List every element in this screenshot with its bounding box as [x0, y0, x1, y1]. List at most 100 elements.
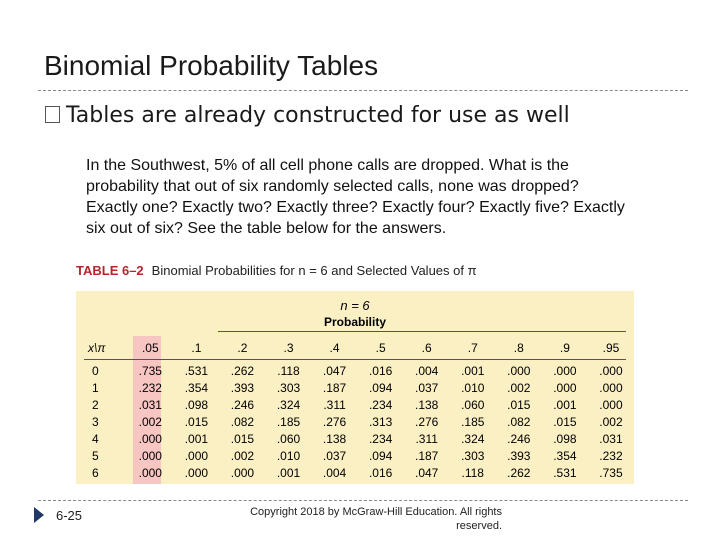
table-cell: .232	[138, 380, 162, 395]
row-x-value: 2	[92, 397, 99, 412]
page-marker-icon	[34, 507, 44, 523]
table-cell: .082	[230, 414, 255, 429]
table-cell: .082	[507, 414, 531, 429]
table-cell: .015	[184, 414, 209, 429]
table-cell: .047	[322, 363, 347, 378]
table-body: 0 .735 .531 .262 .118 .047 .016 .004 .001 .000 .00…	[84, 358, 634, 481]
header-rule	[218, 331, 626, 332]
table-cell: .234	[368, 397, 393, 412]
table-cell: .015	[553, 414, 577, 429]
probability-label: Probability	[323, 315, 386, 329]
table-cell: .262	[230, 363, 255, 378]
table-cell: .234	[368, 431, 393, 446]
table-cell: .118	[277, 363, 300, 378]
bullet-text: Tables are already constructed for use a…	[66, 103, 570, 128]
table-cell: .015	[507, 397, 531, 412]
table-cell: .031	[138, 397, 162, 412]
table-cell: .000	[599, 380, 623, 395]
column-header-row: x\π .05 .1 .2 .3 .4 .5 .6 .7 .8 .9 .95	[84, 337, 634, 358]
table-cell: .531	[184, 363, 209, 378]
table-cell: .324	[461, 431, 485, 446]
bullet-box-icon	[45, 106, 60, 123]
table-cell: .002	[138, 414, 162, 429]
table-cell: .001	[553, 397, 577, 412]
table-label: TABLE 6–2	[76, 263, 144, 278]
table-cell: .004	[415, 363, 439, 378]
column-header: .5	[375, 340, 386, 355]
row-x-value: 3	[92, 414, 99, 429]
table-cell: .004	[322, 465, 347, 480]
table-row: 4 .000 .001 .015 .060 .138 .234 .311 .324 .246 .09…	[84, 430, 634, 447]
table-cell: .000	[599, 397, 623, 412]
row-x-value: 5	[92, 448, 99, 463]
table-row: 3 .002 .015 .082 .185 .276 .313 .276 .185 .082 .01…	[84, 413, 634, 430]
table-cell: .010	[461, 380, 485, 395]
n-label: n = 6	[340, 298, 370, 313]
page-number: 6-25	[56, 508, 83, 523]
column-header: .2	[237, 340, 248, 355]
table-cell: .000	[230, 465, 255, 480]
table-cell: .000	[553, 363, 577, 378]
column-header: .4	[329, 340, 340, 355]
table-cell: .354	[553, 448, 577, 463]
table-cell: .393	[230, 380, 255, 395]
table-cell: .000	[507, 363, 531, 378]
table-caption: TABLE 6–2 Binomial Probabilities for n = …	[76, 263, 477, 278]
column-header: .6	[421, 340, 432, 355]
table-cell: .000	[138, 448, 162, 463]
table-row: 0 .735 .531 .262 .118 .047 .016 .004 .001 .000 .00…	[84, 358, 634, 379]
table-cell: .002	[230, 448, 255, 463]
table-cell: .311	[323, 397, 346, 412]
table-cell: .313	[368, 414, 393, 429]
table-cell: .060	[461, 397, 485, 412]
column-header-rule	[84, 359, 626, 360]
table-cell: .001	[461, 363, 485, 378]
table-cell: .354	[184, 380, 209, 395]
table-cell: .002	[599, 414, 623, 429]
probability-grid: x\π .05 .1 .2 .3 .4 .5 .6 .7 .8 .9 .95 0 .735 .531 .26…	[84, 337, 634, 481]
column-header: .95	[602, 340, 620, 355]
table-cell: .098	[553, 431, 577, 446]
copyright-notice: Copyright 2018 by McGraw-Hill Education.…	[250, 506, 502, 532]
table-cell: .393	[507, 448, 531, 463]
table-cell: .246	[507, 431, 531, 446]
table-cell: .094	[368, 448, 393, 463]
table-cell: .324	[276, 397, 301, 412]
table-cell: .276	[415, 414, 439, 429]
table-cell: .262	[507, 465, 531, 480]
row-x-value: 0	[92, 363, 99, 378]
table-cell: .531	[553, 465, 577, 480]
table-row: 2 .031 .098 .246 .324 .311 .234 .138 .060 .015 .00…	[84, 396, 634, 413]
column-header: .1	[191, 340, 202, 355]
row-x-value: 6	[92, 465, 99, 480]
table-cell: .118	[461, 465, 484, 480]
table-cell: .094	[368, 380, 393, 395]
table-cell: .000	[184, 448, 209, 463]
table-cell: .060	[276, 431, 301, 446]
table-row: 5 .000 .000 .002 .010 .037 .094 .187 .303 .393 .35…	[84, 447, 634, 464]
table-cell: .000	[599, 363, 623, 378]
column-header: .8	[513, 340, 524, 355]
table-cell: .000	[138, 465, 162, 480]
table-cell: .016	[368, 465, 393, 480]
table-cell: .031	[599, 431, 623, 446]
table-cell: .232	[599, 448, 623, 463]
corner-header: x\π	[88, 340, 106, 355]
table-cell: .735	[138, 363, 162, 378]
table-cell: .015	[230, 431, 255, 446]
row-x-value: 4	[92, 431, 99, 446]
table-row: 6 .000 .000 .000 .001 .004 .016 .047 .118 .262 .53…	[84, 464, 634, 481]
table-cell: .138	[322, 431, 347, 446]
column-header: .05	[141, 340, 159, 355]
table-cell: .185	[276, 414, 301, 429]
problem-paragraph: In the Southwest, 5% of all cell phone c…	[86, 157, 625, 237]
table-cell: .037	[322, 448, 347, 463]
table-cell: .016	[368, 363, 393, 378]
table-cell: .002	[507, 380, 531, 395]
table-cell: .000	[553, 380, 577, 395]
table-cell: .276	[322, 414, 347, 429]
table-cell: .303	[276, 380, 301, 395]
table-cell: .138	[415, 397, 439, 412]
title-divider	[38, 90, 688, 91]
table-caption-text: Binomial Probabilities for n = 6 and Sel…	[151, 263, 477, 278]
